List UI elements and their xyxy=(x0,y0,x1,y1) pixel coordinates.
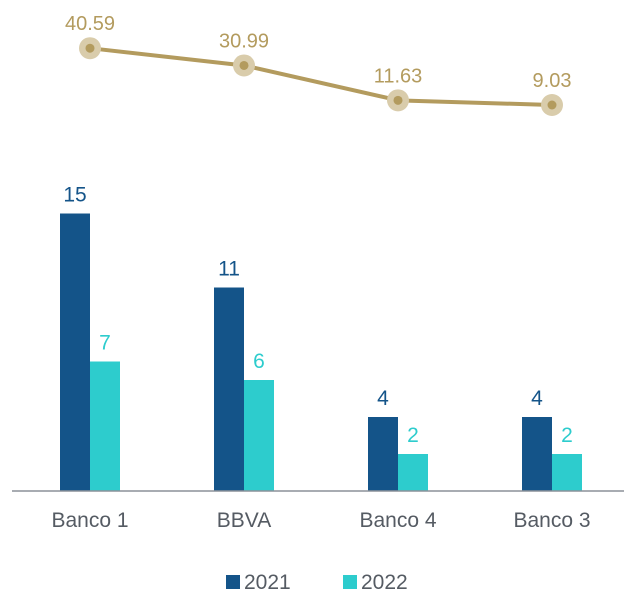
bar-2021-0 xyxy=(60,213,90,491)
bar-label-2022-3: 2 xyxy=(561,424,573,447)
line-point-core-2 xyxy=(393,95,403,105)
bar-2022-0 xyxy=(90,361,120,491)
bar-2021-3 xyxy=(522,417,552,491)
legend-swatch-2021 xyxy=(226,575,240,589)
line-label-0: 40.59 xyxy=(65,13,115,35)
bar-2022-3 xyxy=(552,454,582,491)
bar-2022-1 xyxy=(244,380,274,491)
line-label-2: 11.63 xyxy=(374,65,423,87)
line-point-core-1 xyxy=(239,60,249,70)
line-series-path xyxy=(88,46,554,107)
category-label-1: BBVA xyxy=(217,509,271,532)
line-label-3: 9.03 xyxy=(533,70,572,92)
legend-label-2021: 2021 xyxy=(244,571,291,594)
bar-label-2022-1: 6 xyxy=(253,350,265,373)
bar-label-2022-0: 7 xyxy=(99,332,111,355)
legend: 2021 2022 xyxy=(226,571,408,594)
bar-label-2022-2: 2 xyxy=(407,424,419,447)
line-point-core-3 xyxy=(547,100,557,110)
line-series-layer: 40.59 30.99 11.63 9.03 xyxy=(65,13,572,116)
bar-label-2021-3: 4 xyxy=(531,387,543,410)
category-label-0: Banco 1 xyxy=(51,509,128,532)
category-label-3: Banco 3 xyxy=(513,509,590,532)
line-label-1: 30.99 xyxy=(219,30,269,52)
line-point-core-0 xyxy=(85,43,95,53)
bar-2022-2 xyxy=(398,454,428,491)
category-labels: Banco 1 BBVA Banco 4 Banco 3 xyxy=(51,509,590,532)
bar-label-2021-2: 4 xyxy=(377,387,389,410)
bar-2021-1 xyxy=(214,287,244,491)
bar-label-2021-0: 15 xyxy=(63,184,86,207)
bar-label-2021-1: 11 xyxy=(218,258,240,281)
legend-swatch-2022 xyxy=(343,575,357,589)
bar-2021-2 xyxy=(368,417,398,491)
legend-label-2022: 2022 xyxy=(361,571,408,594)
category-label-2: Banco 4 xyxy=(359,509,436,532)
